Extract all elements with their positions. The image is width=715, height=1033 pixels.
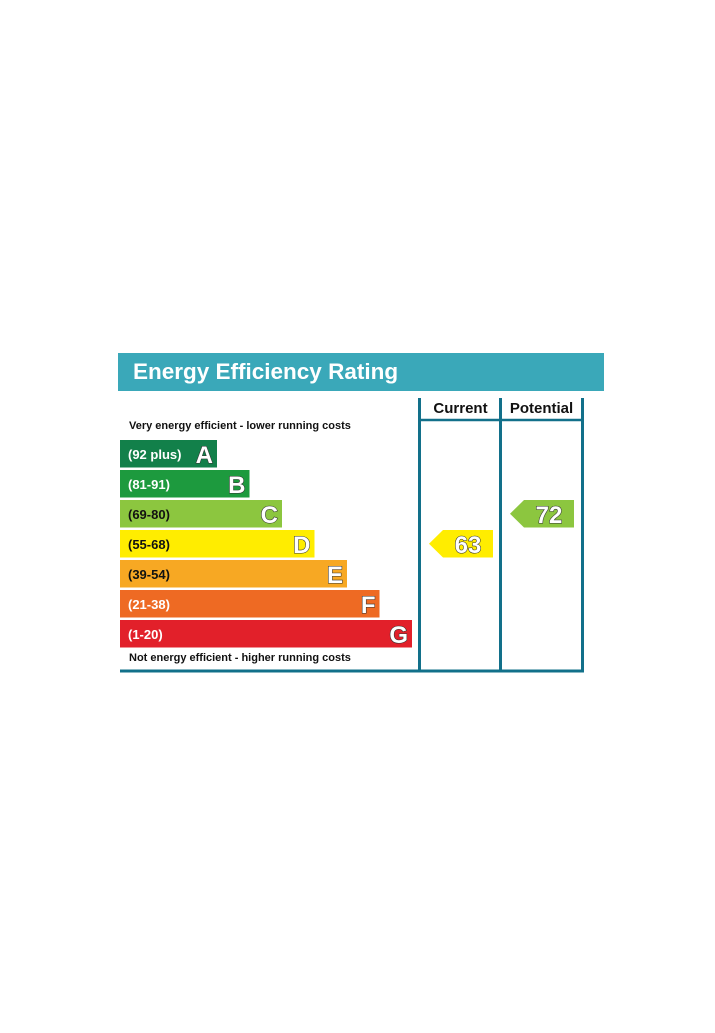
band-g-range: (1-20): [128, 627, 163, 642]
potential-rating-arrow: [510, 500, 574, 528]
band-c-range: (69-80): [128, 507, 170, 522]
band-b-bar: [120, 470, 250, 498]
inefficient-caption: Not energy efficient - higher running co…: [129, 652, 351, 664]
table-frame: [120, 398, 584, 673]
band-e-bar: [120, 560, 347, 588]
band-f-letter: F: [361, 592, 376, 619]
rating-arrows: 63 72: [429, 500, 574, 559]
band-g-bar: [120, 620, 412, 648]
band-b-range: (81-91): [128, 477, 170, 492]
band-d-range: (55-68): [128, 537, 170, 552]
band-a-letter: A: [196, 442, 213, 469]
band-a-range: (92 plus): [128, 447, 181, 462]
band-e-range: (39-54): [128, 567, 170, 582]
chart-title: Energy Efficiency Rating: [133, 359, 399, 384]
title-bar: Energy Efficiency Rating: [118, 353, 604, 391]
band-b-letter: B: [228, 472, 245, 499]
band-e-letter: E: [327, 562, 343, 589]
current-column-header: Current: [433, 400, 488, 417]
potential-column-header: Potential: [509, 400, 574, 417]
band-a-bar: [120, 440, 217, 468]
potential-rating-value: 72: [536, 502, 563, 529]
rating-bands: (92 plus) A (81-91) B (69-80) C (55-68) D (39-54…: [120, 440, 412, 649]
band-f-bar: [120, 590, 380, 618]
band-f-range: (21-38): [128, 597, 170, 612]
band-g-letter: G: [389, 622, 408, 649]
efficient-caption: Very energy efficient - lower running co…: [129, 420, 351, 432]
band-d-bar: [120, 530, 315, 558]
band-c-bar: [120, 500, 282, 528]
current-rating-arrow: [429, 530, 493, 558]
band-d-letter: D: [293, 532, 310, 559]
current-rating-value: 63: [455, 532, 482, 559]
band-c-letter: C: [261, 502, 278, 529]
